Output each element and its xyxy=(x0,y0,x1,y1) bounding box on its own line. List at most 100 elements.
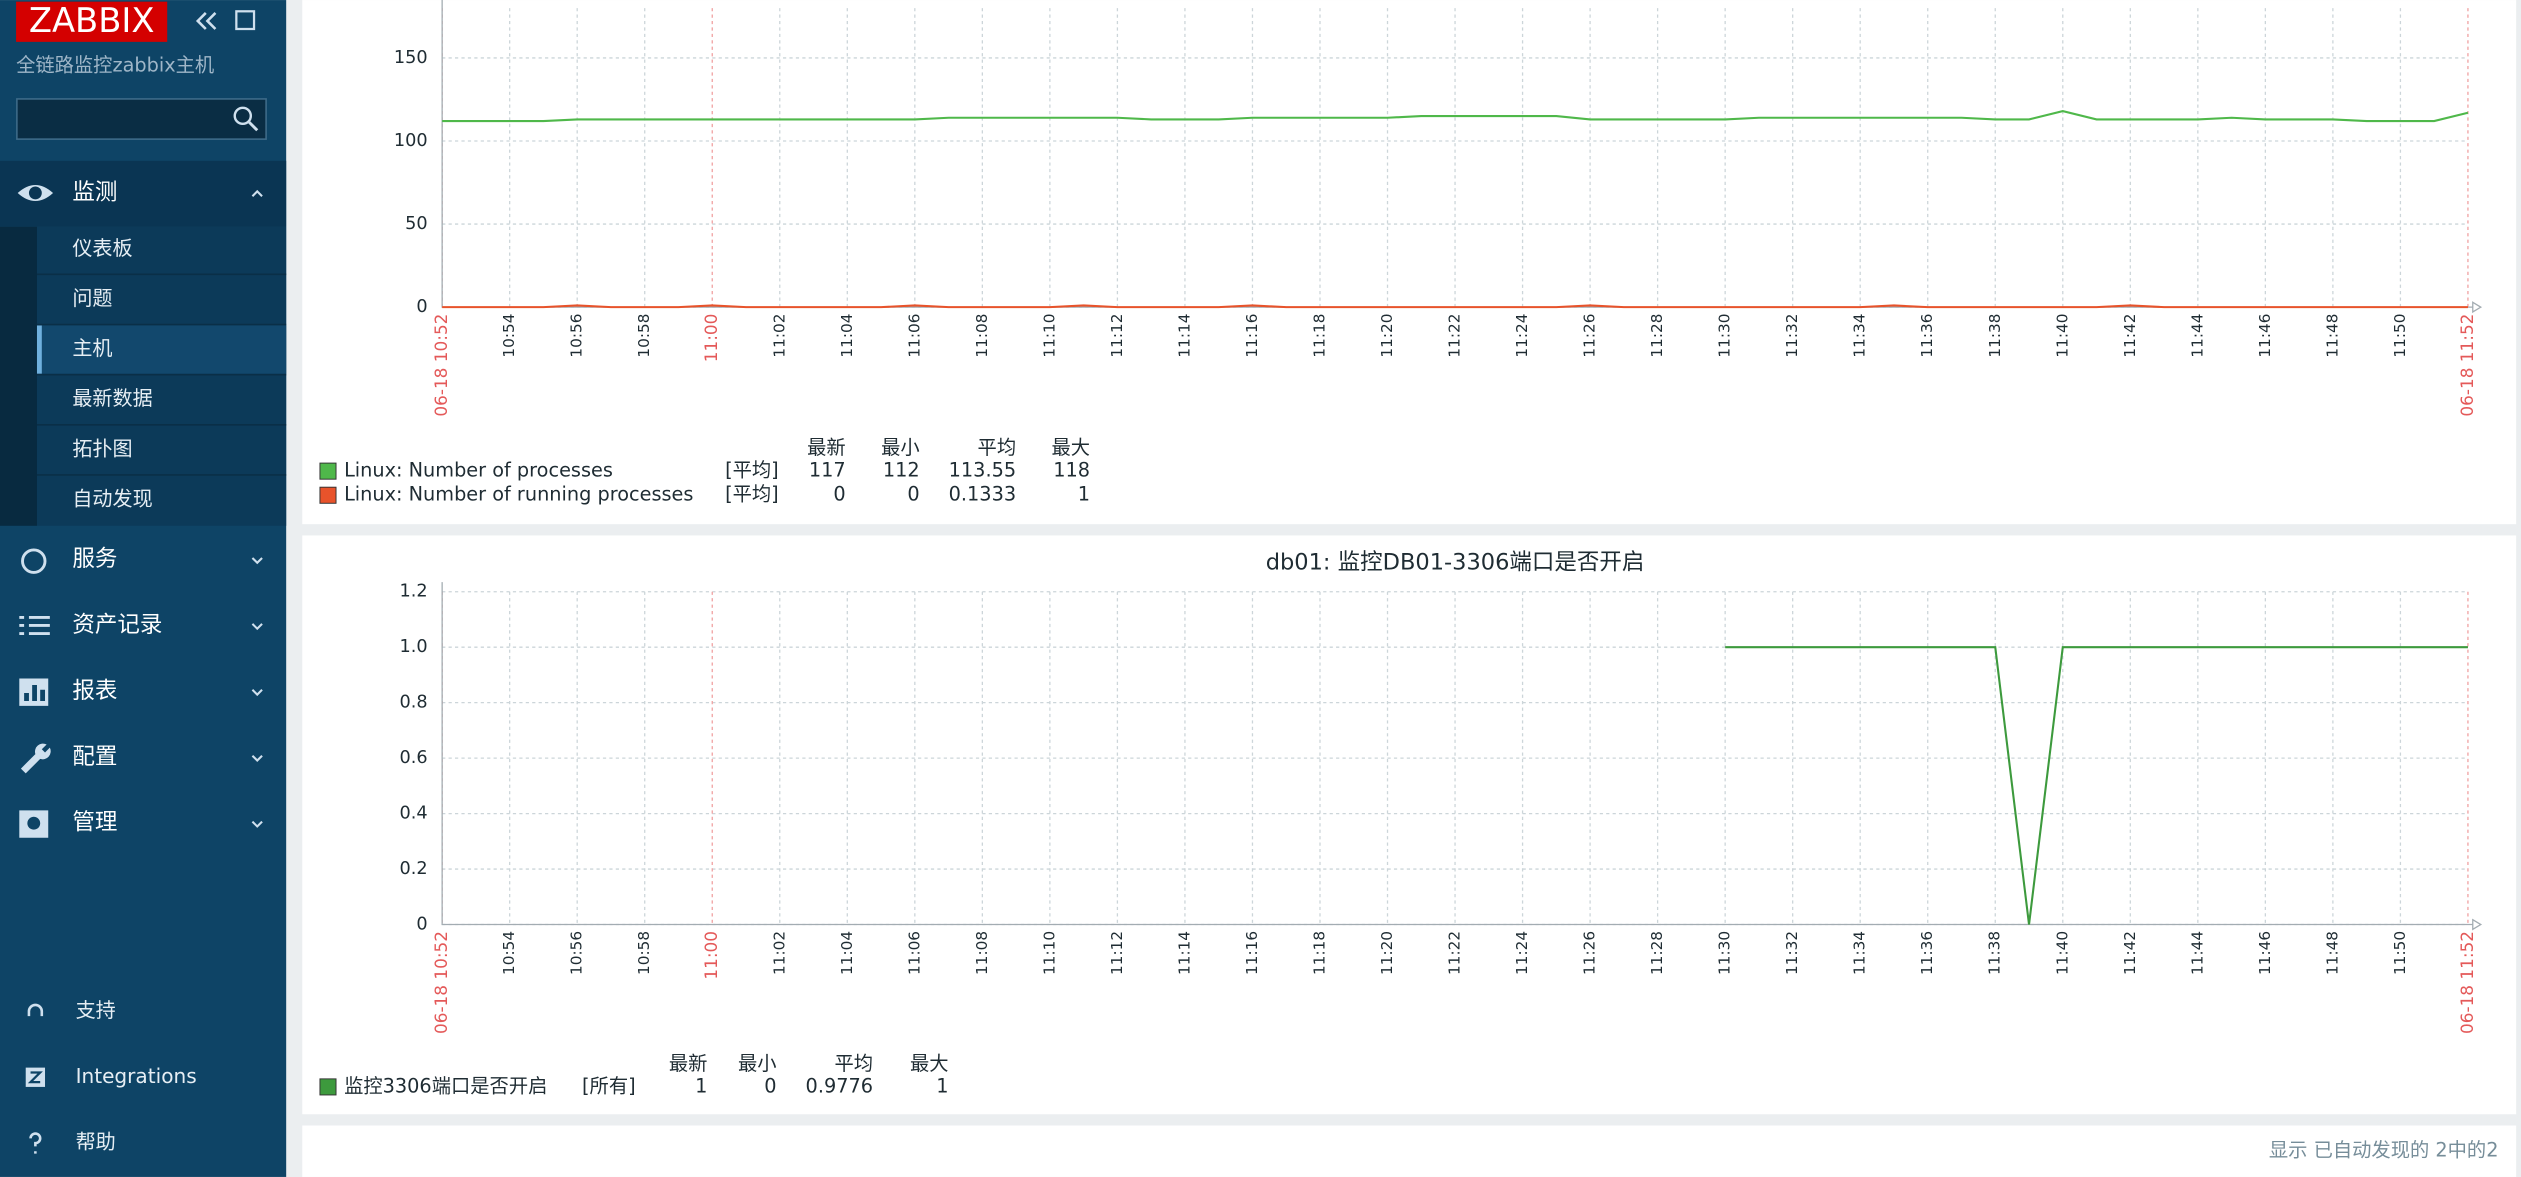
icon xyxy=(17,184,54,202)
x-tick-label: 11:48 xyxy=(2323,931,2341,975)
legend-stat: 0.1333 xyxy=(949,483,1016,506)
legend-func: [所有] xyxy=(582,1074,636,1097)
legend-stat: 0.9776 xyxy=(806,1074,873,1097)
legend-stat: 112 xyxy=(883,459,920,482)
menu-item[interactable]: 资产记录 xyxy=(72,612,162,638)
legend-name: Linux: Number of running processes xyxy=(344,483,693,506)
search-icon[interactable] xyxy=(233,106,253,126)
y-tick-label: 0 xyxy=(416,915,427,935)
y-tick-label: 0.2 xyxy=(400,859,428,879)
x-tick-label: 11:10 xyxy=(1040,314,1058,358)
icon xyxy=(19,810,49,838)
x-tick-label: 11:04 xyxy=(838,931,856,975)
x-tick-label: 11:46 xyxy=(2256,314,2274,358)
x-tick-label: 11:14 xyxy=(1175,931,1193,975)
x-tick-label: 11:42 xyxy=(2121,931,2139,975)
panel xyxy=(302,535,2517,1115)
x-tick-label: 11:00 xyxy=(701,931,721,980)
menu-item[interactable]: 报表 xyxy=(72,678,117,704)
x-tick-label: 10:54 xyxy=(500,314,518,358)
submenu-item[interactable]: 自动发现 xyxy=(72,487,152,511)
logo-box xyxy=(16,1,168,42)
x-tick-label: 06-18 10:52 xyxy=(431,314,451,417)
x-tick-label: 11:14 xyxy=(1175,314,1193,358)
x-tick-label: 11:26 xyxy=(1581,314,1599,358)
submenu-item[interactable]: 问题 xyxy=(72,286,112,310)
x-tick-label: 11:28 xyxy=(1648,314,1666,358)
legend-stat: 113.55 xyxy=(949,459,1016,482)
legend-name: 监控3306端口是否开启 xyxy=(344,1074,547,1097)
submenu-item[interactable]: 主机 xyxy=(72,336,112,360)
x-tick-label: 11:36 xyxy=(1918,314,1936,358)
x-tick-label: 11:02 xyxy=(770,314,788,358)
footer-panel xyxy=(302,1125,2517,1177)
legend-stat: 0 xyxy=(764,1074,776,1097)
x-tick-label: 11:46 xyxy=(2256,931,2274,975)
x-tick-label: 11:08 xyxy=(973,931,991,975)
chevron xyxy=(251,754,263,763)
x-tick-label: 06-18 11:52 xyxy=(2457,314,2477,417)
x-tick-label: 11:24 xyxy=(1513,931,1531,975)
x-tick-label: 11:44 xyxy=(2188,931,2206,975)
x-tick-label: 10:54 xyxy=(500,931,518,975)
x-tick-label: 11:44 xyxy=(2188,314,2206,358)
x-tick-label: 11:10 xyxy=(1040,931,1058,975)
axis-arrow xyxy=(2472,301,2483,314)
icon xyxy=(20,743,51,774)
legend-swatch xyxy=(319,486,337,504)
y-tick-label: 0.6 xyxy=(400,748,428,768)
x-tick-label: 06-18 11:52 xyxy=(2457,931,2477,1034)
menu-item[interactable]: 监测 xyxy=(72,179,117,205)
legend-header: 最大 xyxy=(1052,436,1091,459)
active-item-bg xyxy=(36,325,287,374)
icon xyxy=(29,1132,42,1154)
kiosk-icon[interactable] xyxy=(235,10,256,31)
y-tick-label: 0 xyxy=(416,297,427,317)
chevron xyxy=(251,189,263,197)
x-tick-label: 11:24 xyxy=(1513,314,1531,358)
x-tick-label: 06-18 10:52 xyxy=(431,931,451,1034)
menu-item[interactable]: 配置 xyxy=(72,744,117,770)
bottom-item[interactable]: 支持 xyxy=(76,998,116,1022)
search-box[interactable] xyxy=(16,98,267,140)
submenu-item[interactable]: 拓扑图 xyxy=(72,436,132,460)
logo: ZABBIX xyxy=(29,1,155,40)
x-tick-label: 11:20 xyxy=(1378,931,1396,975)
legend-header: 最小 xyxy=(738,1052,777,1075)
bottom-item[interactable]: Integrations xyxy=(76,1064,197,1088)
series-line xyxy=(442,110,2469,123)
x-tick-label: 11:06 xyxy=(905,314,923,358)
x-tick-label: 11:38 xyxy=(1986,931,2004,975)
legend-stat: 0 xyxy=(833,483,845,506)
icon xyxy=(27,1071,43,1084)
bottom-item[interactable]: 帮助 xyxy=(76,1130,116,1154)
submenu-item[interactable]: 仪表板 xyxy=(72,236,132,260)
icon xyxy=(27,1003,44,1017)
x-tick-label: 11:00 xyxy=(701,314,721,363)
legend-header: 最新 xyxy=(807,436,846,459)
x-tick-label: 11:32 xyxy=(1783,931,1801,975)
subtitle: 全链路监控zabbix主机 xyxy=(16,53,214,76)
x-tick-label: 11:22 xyxy=(1446,314,1464,358)
legend-header: 最新 xyxy=(669,1052,708,1075)
x-tick-label: 10:56 xyxy=(568,931,586,975)
x-tick-label: 11:22 xyxy=(1446,931,1464,975)
x-tick-label: 11:18 xyxy=(1310,931,1328,975)
footer-text: 显示 已自动发现的 2中的2 xyxy=(2269,1139,2499,1162)
x-tick-label: 11:40 xyxy=(2053,931,2071,975)
legend-stat: 1 xyxy=(1078,483,1090,506)
legend-header: 平均 xyxy=(978,436,1017,459)
axis xyxy=(441,582,2478,926)
x-tick-label: 11:30 xyxy=(1716,931,1734,975)
submenu-strip xyxy=(0,226,37,526)
collapse-icon[interactable] xyxy=(195,12,217,30)
search-icon-handle xyxy=(248,121,259,132)
x-tick-label: 11:04 xyxy=(838,314,856,358)
submenu-item[interactable]: 最新数据 xyxy=(72,386,152,410)
menu-item[interactable]: 管理 xyxy=(72,810,117,836)
menu-item[interactable]: 服务 xyxy=(72,546,117,572)
legend-header: 最大 xyxy=(910,1052,949,1075)
x-tick-label: 11:12 xyxy=(1108,314,1126,358)
